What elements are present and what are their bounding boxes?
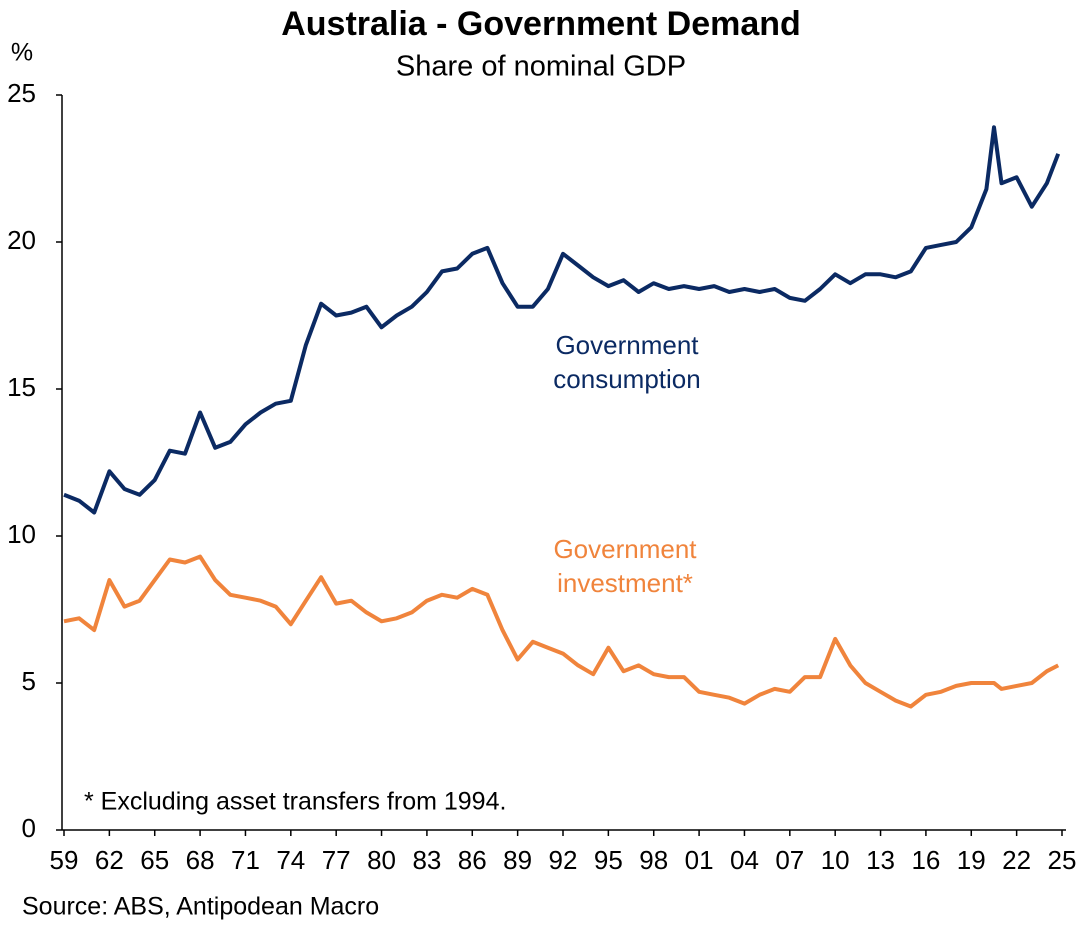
line-series <box>63 554 1060 709</box>
x-tick-label: 13 <box>866 845 895 875</box>
y-tick-label: 25 <box>7 78 36 108</box>
x-tick-label: 71 <box>231 845 260 875</box>
y-tick-label: 5 <box>22 666 36 696</box>
x-tick-label: 86 <box>458 845 487 875</box>
annotation: * Excluding asset transfers from 1994. <box>84 788 506 816</box>
x-tick-label: 92 <box>549 845 578 875</box>
y-tick-label: 15 <box>7 372 36 402</box>
x-tick-label: 10 <box>821 845 850 875</box>
y-tick-label: 20 <box>7 225 36 255</box>
x-tick-label: 83 <box>412 845 441 875</box>
y-axis-label: % <box>11 39 33 67</box>
y-tick-label: 0 <box>22 813 36 843</box>
x-tick-label: 59 <box>50 845 79 875</box>
x-tick-label: 01 <box>685 845 714 875</box>
y-tick-label: 10 <box>7 519 36 549</box>
x-tick-label: 89 <box>503 845 532 875</box>
x-tick-label: 95 <box>594 845 623 875</box>
x-tick-label: 25 <box>1048 845 1077 875</box>
x-tick-label: 19 <box>957 845 986 875</box>
chart-subtitle: Share of nominal GDP <box>396 51 686 83</box>
series-label: Government investment* <box>553 534 697 598</box>
x-tick-label: 22 <box>1002 845 1031 875</box>
x-tick-label: 16 <box>911 845 940 875</box>
x-tick-label: 68 <box>186 845 215 875</box>
x-tick-label: 65 <box>140 845 169 875</box>
line-series <box>63 125 1061 515</box>
x-tick-label: 04 <box>730 845 759 875</box>
series-label: Government consumption <box>553 330 701 394</box>
x-tick-label: 98 <box>639 845 668 875</box>
x-tick-label: 77 <box>322 845 351 875</box>
chart-title: Australia - Government Demand <box>281 5 801 43</box>
x-tick-label: 07 <box>775 845 804 875</box>
x-tick-label: 62 <box>95 845 124 875</box>
x-tick-label: 74 <box>276 845 305 875</box>
source: Source: ABS, Antipodean Macro <box>22 893 379 921</box>
x-tick-label: 80 <box>367 845 396 875</box>
